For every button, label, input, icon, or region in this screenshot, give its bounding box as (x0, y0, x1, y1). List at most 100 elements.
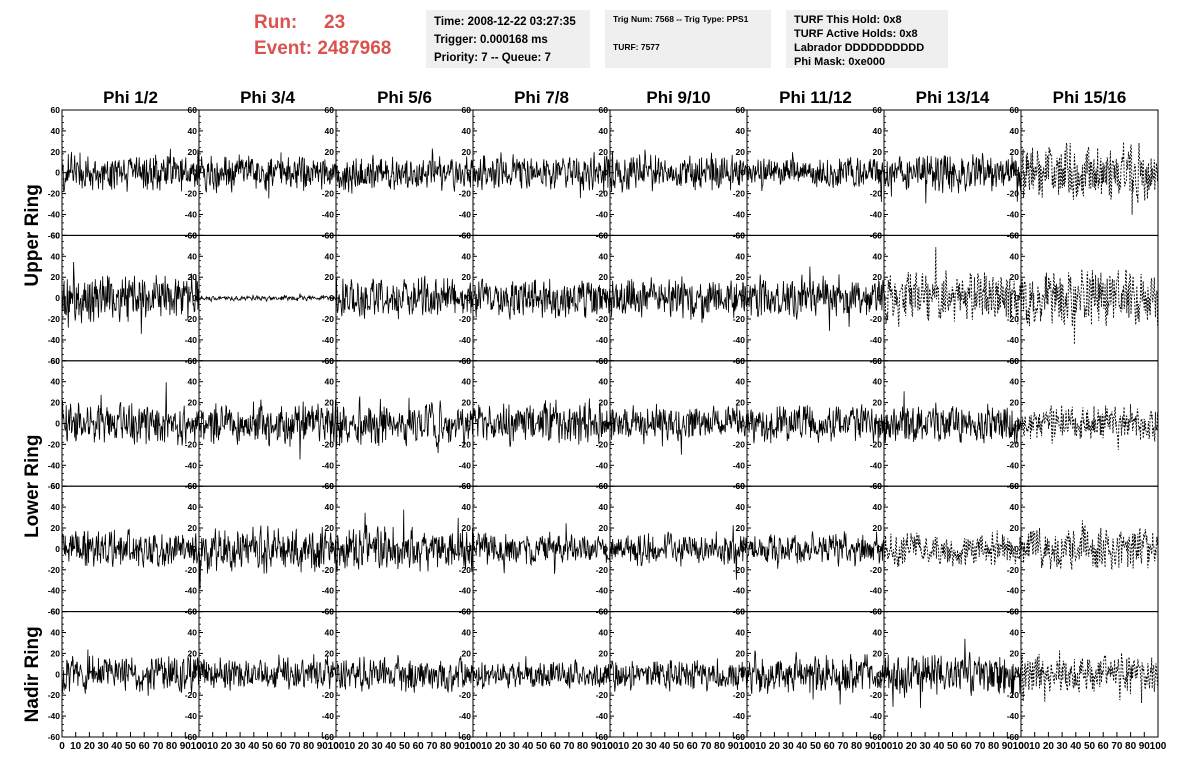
y-tick-label: 40 (599, 628, 609, 638)
y-tick-label: -20 (870, 439, 883, 449)
y-tick-label: -20 (185, 189, 198, 199)
y-tick-label: -20 (185, 439, 198, 449)
x-tick-label: 50 (810, 741, 822, 752)
y-tick-label: 40 (873, 251, 883, 261)
trace-line (746, 531, 885, 569)
y-tick-label: 0 (55, 669, 60, 679)
y-tick-label: 60 (873, 607, 883, 617)
y-tick-label: -40 (459, 210, 472, 220)
y-tick-label: -40 (596, 711, 609, 721)
y-tick-label: 0 (466, 419, 471, 429)
y-tick-label: 20 (462, 648, 472, 658)
y-tick-label: 40 (873, 126, 883, 136)
y-tick-label: 40 (1010, 377, 1020, 387)
trace-line (609, 403, 748, 455)
x-tick-label: 70 (837, 741, 849, 752)
y-tick-label: 60 (1010, 356, 1020, 366)
y-tick-label: -20 (1007, 690, 1020, 700)
x-tick-label: 60 (550, 741, 562, 752)
y-tick-label: 60 (51, 105, 61, 115)
y-tick-label: -60 (48, 356, 61, 366)
x-tick-label: 100 (191, 741, 208, 752)
y-tick-label: -60 (870, 732, 883, 742)
x-tick-label: 90 (454, 741, 466, 752)
y-tick-label: -40 (48, 711, 61, 721)
panel-frame (472, 234, 611, 362)
y-tick-label: -20 (596, 314, 609, 324)
y-tick-label: -60 (185, 732, 198, 742)
y-tick-label: 0 (192, 419, 197, 429)
y-tick-label: -40 (459, 586, 472, 596)
x-tick-label: 40 (522, 741, 534, 752)
y-tick-label: 20 (188, 648, 198, 658)
trigger-line: Trigger: 0.000168 ms (434, 34, 548, 46)
y-tick-label: 0 (55, 544, 60, 554)
y-tick-label: 40 (599, 502, 609, 512)
x-tick-label: 20 (1043, 741, 1055, 752)
turf-active-line: TURF Active Holds: 0x8 (794, 28, 918, 40)
y-tick-label: -60 (1007, 732, 1020, 742)
run-event-block: Run: 23 Event: 2487968 (254, 10, 391, 62)
x-tick-label: 10 (618, 741, 630, 752)
y-tick-label: 20 (1010, 648, 1020, 658)
y-tick-label: -60 (48, 481, 61, 491)
x-tick-label: 100 (602, 741, 619, 752)
y-tick-label: 20 (736, 648, 746, 658)
ring-label: Upper Ring (22, 184, 43, 286)
x-tick-label: 60 (687, 741, 699, 752)
phi-mask-line: Phi Mask: 0xe000 (794, 56, 886, 68)
y-tick-label: 40 (1010, 502, 1020, 512)
y-tick-label: -20 (459, 565, 472, 575)
y-tick-label: 0 (603, 293, 608, 303)
x-tick-label: 30 (372, 741, 384, 752)
x-tick-label: 50 (262, 741, 274, 752)
y-tick-label: 40 (736, 377, 746, 387)
x-tick-label: 90 (180, 741, 192, 752)
y-tick-label: 40 (873, 377, 883, 387)
y-tick-label: 60 (188, 105, 198, 115)
x-tick-label: 30 (783, 741, 795, 752)
trace-line (746, 152, 885, 203)
y-tick-label: 0 (877, 168, 882, 178)
y-tick-label: 0 (55, 293, 60, 303)
y-tick-label: 40 (462, 377, 472, 387)
y-tick-label: -20 (733, 565, 746, 575)
y-tick-label: 20 (599, 398, 609, 408)
y-tick-label: 20 (188, 523, 198, 533)
trace-line (61, 382, 200, 446)
x-tick-label: 20 (221, 741, 233, 752)
column-title: Phi 5/6 (377, 88, 432, 107)
x-tick-label: 0 (881, 741, 887, 752)
y-tick-label: 40 (325, 251, 335, 261)
x-tick-label: 40 (385, 741, 397, 752)
y-tick-label: -20 (733, 189, 746, 199)
y-tick-label: -40 (870, 711, 883, 721)
y-tick-label: 60 (325, 356, 335, 366)
y-tick-label: -40 (185, 210, 198, 220)
y-tick-label: 40 (51, 628, 61, 638)
panel-frame (61, 360, 200, 487)
trace-line (1020, 141, 1159, 215)
y-tick-label: -20 (1007, 565, 1020, 575)
y-tick-label: 20 (325, 147, 335, 157)
x-tick-label: 60 (276, 741, 288, 752)
trace-line (472, 278, 611, 320)
column-title: Phi 11/12 (779, 88, 852, 107)
y-tick-label: -60 (459, 732, 472, 742)
x-tick-label: 90 (1139, 741, 1151, 752)
y-tick-label: -40 (596, 335, 609, 345)
y-tick-label: 20 (873, 398, 883, 408)
y-tick-label: 40 (188, 126, 198, 136)
y-tick-label: 40 (325, 377, 335, 387)
y-tick-label: -40 (48, 460, 61, 470)
x-tick-label: 50 (947, 741, 959, 752)
y-tick-label: 40 (599, 377, 609, 387)
y-tick-label: 20 (873, 648, 883, 658)
y-tick-label: 60 (873, 230, 883, 240)
x-tick-label: 80 (440, 741, 452, 752)
column-title: Phi 13/14 (916, 88, 990, 107)
y-tick-label: 40 (188, 251, 198, 261)
trace-line (198, 525, 337, 590)
priority-line: Priority: 7 -- Queue: 7 (434, 52, 551, 64)
